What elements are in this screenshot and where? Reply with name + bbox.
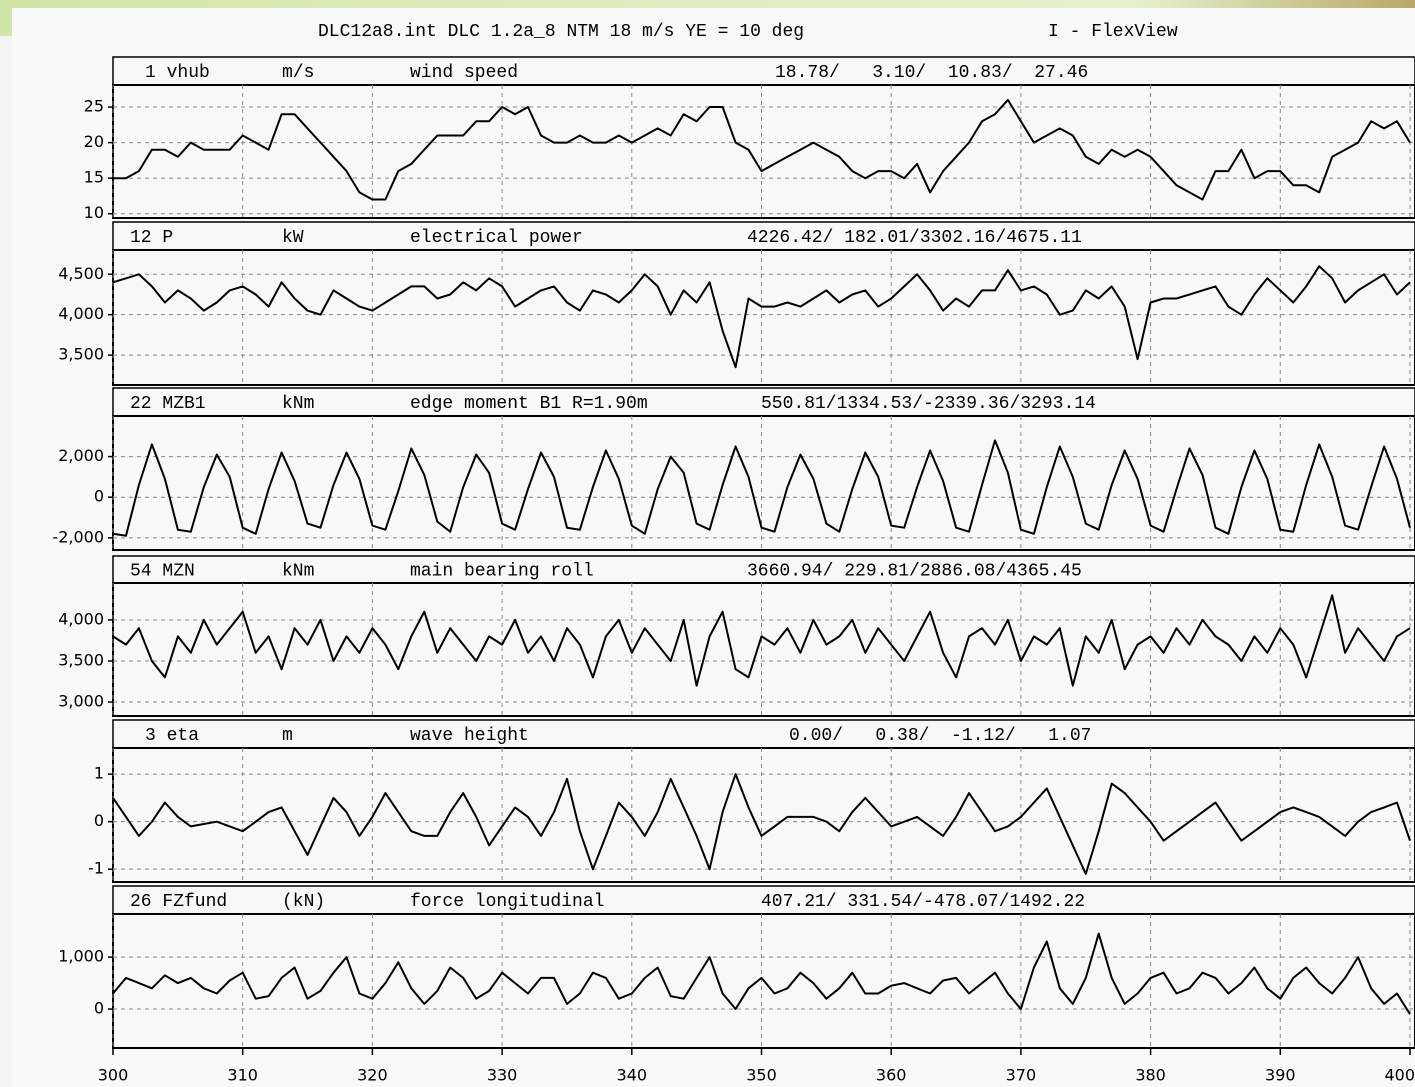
x-tick-label: 310 xyxy=(227,1066,258,1085)
unit-label: kW xyxy=(282,228,304,248)
y-tick-label: 0 xyxy=(94,999,104,1018)
channel-label: 54 MZN xyxy=(130,561,195,581)
y-tick-label: -2,000 xyxy=(52,527,104,546)
channel-stats: 0.00/ 0.38/ -1.12/ 1.07 xyxy=(789,726,1091,746)
channel-stats: 550.81/1334.53/-2339.36/3293.14 xyxy=(761,394,1096,414)
unit-label: m xyxy=(282,726,293,746)
y-tick-label: 4,500 xyxy=(58,264,104,283)
channel-name: force longitudinal xyxy=(410,892,604,912)
x-tick-label: 380 xyxy=(1135,1066,1166,1085)
y-tick-label: 1 xyxy=(94,764,104,783)
y-tick-label: 0 xyxy=(94,811,104,830)
x-tick-label: 390 xyxy=(1265,1066,1296,1085)
x-tick-label: 340 xyxy=(617,1066,648,1085)
channel-name: wave height xyxy=(410,726,529,746)
y-tick-label: 1,000 xyxy=(58,947,104,966)
channel-name: electrical power xyxy=(410,228,583,248)
channel-name: wind speed xyxy=(410,63,518,83)
channel-label: 12 P xyxy=(130,228,173,248)
y-tick-label: 15 xyxy=(84,168,104,187)
plot-area xyxy=(113,250,1415,385)
unit-label: kNm xyxy=(282,394,314,414)
y-tick-label: 20 xyxy=(84,132,104,151)
channel-label: 3 eta xyxy=(145,726,199,746)
channel-label: 22 MZB1 xyxy=(130,394,206,414)
x-tick-label: 360 xyxy=(876,1066,907,1085)
y-tick-label: -1 xyxy=(88,859,104,878)
chart-title: DLC12a8.int DLC 1.2a_8 NTM 18 m/s YE = 1… xyxy=(318,22,804,42)
y-tick-label: 3,500 xyxy=(58,345,104,364)
unit-label: kNm xyxy=(282,561,314,581)
channel-name: edge moment B1 R=1.90m xyxy=(410,394,648,414)
plot-area xyxy=(113,85,1415,218)
x-tick-label: 400 xyxy=(1384,1066,1415,1085)
x-tick-label: 330 xyxy=(487,1066,518,1085)
channel-label: 1 vhub xyxy=(145,63,210,83)
y-tick-label: 0 xyxy=(94,487,104,506)
left-banner xyxy=(0,0,12,36)
x-tick-label: 350 xyxy=(746,1066,777,1085)
left-margin xyxy=(0,0,12,1087)
x-tick-label: 370 xyxy=(1006,1066,1037,1085)
unit-label: m/s xyxy=(282,63,314,83)
y-tick-label: 10 xyxy=(84,203,104,222)
channel-stats: 4226.42/ 182.01/3302.16/4675.11 xyxy=(747,228,1082,248)
y-tick-label: 25 xyxy=(84,97,104,116)
window-name: I - FlexView xyxy=(1048,22,1178,42)
flexview-window: DLC12a8.int DLC 1.2a_8 NTM 18 m/s YE = 1… xyxy=(0,0,1415,1087)
unit-label: (kN) xyxy=(282,892,325,912)
y-tick-label: 2,000 xyxy=(58,446,104,465)
channel-stats: 18.78/ 3.10/ 10.83/ 27.46 xyxy=(775,63,1088,83)
channel-stats: 407.21/ 331.54/-478.07/1492.22 xyxy=(761,892,1085,912)
channel-name: main bearing roll xyxy=(410,561,594,581)
plot-area xyxy=(113,583,1415,716)
y-tick-label: 3,000 xyxy=(58,692,104,711)
header-strip xyxy=(113,720,1415,748)
plot-area xyxy=(113,748,1415,882)
channel-label: 26 FZfund xyxy=(130,892,227,912)
x-tick-label: 300 xyxy=(98,1066,129,1085)
y-tick-label: 4,000 xyxy=(58,304,104,323)
y-tick-label: 4,000 xyxy=(58,609,104,628)
x-tick-label: 320 xyxy=(357,1066,388,1085)
channel-stats: 3660.94/ 229.81/2886.08/4365.45 xyxy=(747,561,1082,581)
y-tick-label: 3,500 xyxy=(58,650,104,669)
